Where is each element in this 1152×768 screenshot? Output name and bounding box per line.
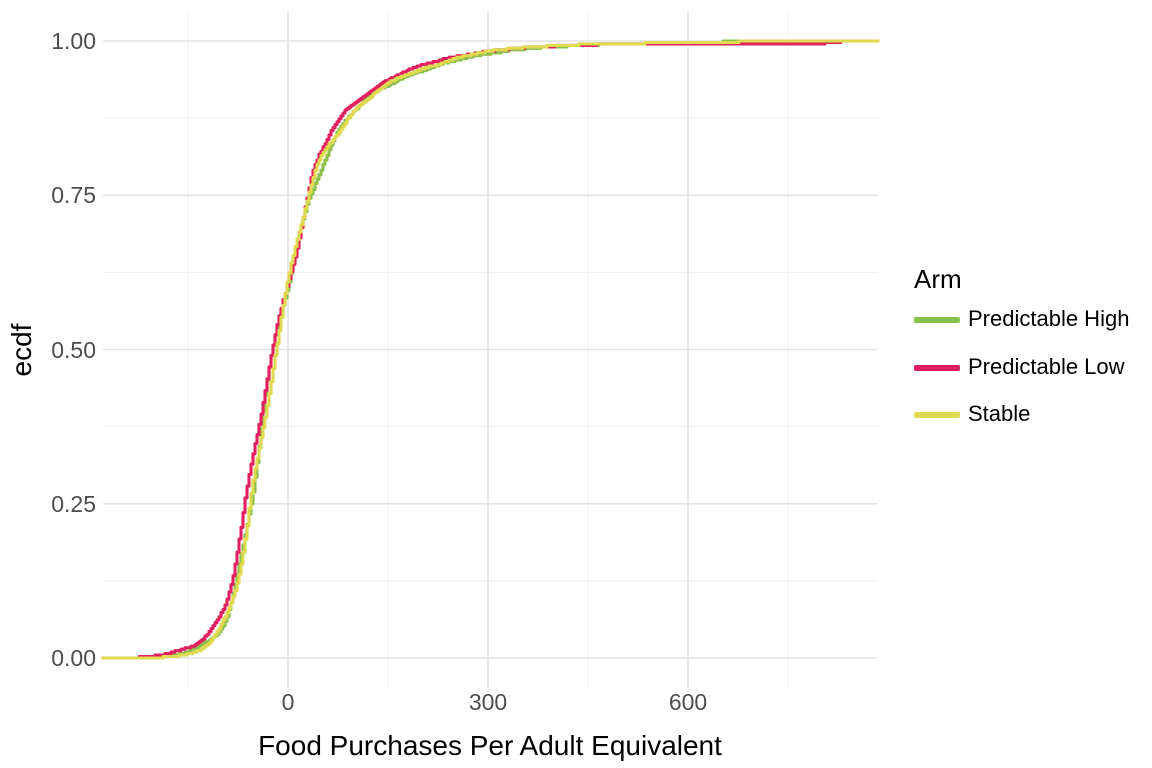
legend: Arm Predictable High Predictable Low Sta…	[914, 262, 1129, 426]
legend-title: Arm	[914, 264, 962, 294]
y-tick-label: 0.25	[51, 490, 96, 517]
legend-label: Stable	[968, 401, 1031, 426]
x-tick-label: 300	[468, 689, 508, 715]
y-tick-label: 0.75	[51, 182, 96, 209]
legend-label: Predictable High	[968, 306, 1130, 331]
y-tick-label: 1.00	[51, 28, 96, 54]
legend-key-line-green	[914, 317, 960, 323]
y-tick-label: 0.00	[51, 645, 96, 671]
legend-key-line-pink	[914, 365, 960, 371]
legend-key-line-yellow	[914, 412, 960, 418]
x-tick-label: 600	[668, 689, 708, 715]
x-tick-label: 0	[281, 689, 295, 715]
ecdf-curve-stable	[101, 39, 880, 660]
y-tick-label: 0.50	[51, 336, 96, 363]
x-axis-title: Food Purchases Per Adult Equivalent	[258, 730, 722, 761]
legend-label: Predictable Low	[968, 354, 1125, 379]
